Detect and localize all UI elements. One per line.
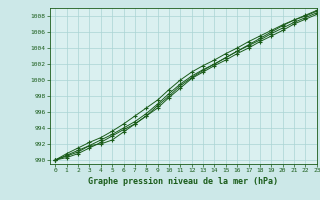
X-axis label: Graphe pression niveau de la mer (hPa): Graphe pression niveau de la mer (hPa): [88, 177, 278, 186]
